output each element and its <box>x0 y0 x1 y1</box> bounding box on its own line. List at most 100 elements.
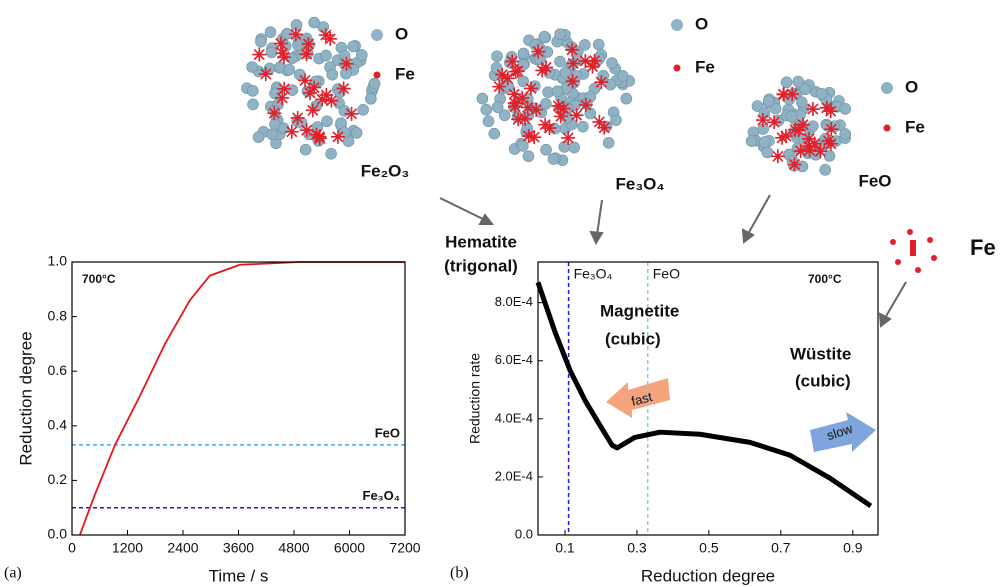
oxygen-atom <box>551 85 564 98</box>
annotation: (cubic) <box>795 371 851 390</box>
iron-bond <box>315 92 330 107</box>
reference-label: FeO <box>653 266 680 282</box>
panel-label: (a) <box>4 565 22 582</box>
oxygen-atom <box>540 97 552 110</box>
iron-bond <box>507 87 522 102</box>
oxygen-atom <box>616 70 629 82</box>
arrow-head <box>478 213 495 225</box>
panel-label: (b) <box>450 565 469 582</box>
oxygen-atom <box>610 114 622 126</box>
oxygen-atom <box>368 77 381 90</box>
oxygen-atom <box>751 100 764 112</box>
iron-atom <box>931 255 937 261</box>
iron-bond <box>551 98 566 113</box>
iron-bond <box>776 87 791 102</box>
plot-frame <box>71 261 406 536</box>
oxygen-atom <box>355 49 368 61</box>
oxygen-atom <box>538 30 551 43</box>
iron-bond <box>796 117 811 132</box>
y-axis-title: Reduction degree <box>16 331 35 465</box>
x-axis-title: Time / s <box>209 566 269 585</box>
iron-bond <box>821 133 836 148</box>
data-line <box>79 261 405 536</box>
iron-bond <box>561 130 576 145</box>
oxygen-atom <box>326 68 339 81</box>
formula: Fe₂O₃ <box>361 161 409 180</box>
product-label: Fe <box>970 235 996 260</box>
iron-bond <box>531 44 546 59</box>
arrow <box>747 194 771 235</box>
oxygen-atom <box>246 85 259 97</box>
x-tick-label: 0.7 <box>771 540 791 556</box>
iron-bond <box>288 27 303 42</box>
plot-frame <box>537 261 879 536</box>
iron-bond <box>339 56 354 71</box>
arrow <box>884 281 907 319</box>
phase-label: (trigonal) <box>444 256 518 275</box>
oxygen-atom <box>476 92 489 105</box>
crystal <box>241 16 381 160</box>
chart: 0 1200 2400 3600 4800 6000 7200 0.0 0.2 0.4 0.6 0.8… <box>4 253 421 586</box>
oxygen-atom <box>321 115 333 128</box>
chart: 0.1 0.3 0.5 0.7 0.9 0.0 2.0E-4 4.0E-4 6.0E-4 8.0E… <box>450 261 879 585</box>
legend-label: O <box>395 24 408 43</box>
oxygen-atom <box>517 47 530 60</box>
iron-bond <box>520 100 535 115</box>
oxygen-atom <box>577 120 589 133</box>
iron-bond <box>805 102 820 117</box>
iron-bond <box>523 81 538 96</box>
formula: FeO <box>858 171 891 190</box>
oxygen-atom <box>620 92 633 105</box>
x-tick-label: 0.9 <box>843 540 863 556</box>
x-tick-label: 2400 <box>167 540 198 556</box>
iron-bond <box>307 80 322 95</box>
oxygen-atom <box>252 131 265 143</box>
y-tick-label: 0.4 <box>48 417 68 433</box>
oxygen-atom <box>357 104 369 116</box>
iron-bond <box>298 73 313 88</box>
oxygen-atom <box>769 102 782 115</box>
arrow <box>439 197 486 221</box>
oxygen-atom <box>559 66 572 79</box>
arrows <box>439 194 907 328</box>
iron-bond <box>507 96 522 111</box>
annotation: 700°C <box>808 272 842 286</box>
oxygen-atom <box>320 49 332 62</box>
oxygen-atom <box>516 140 529 152</box>
oxygen-atom <box>246 61 258 73</box>
x-tick-label: 7200 <box>389 540 420 556</box>
x-tick-label: 0 <box>68 540 76 556</box>
oxygen-atom <box>292 39 304 51</box>
oxygen-atom <box>745 135 758 147</box>
arrow-head <box>878 312 892 328</box>
iron-bond <box>785 87 800 102</box>
y-tick-label: 2.0E-4 <box>495 468 533 483</box>
oxygen-atom <box>554 28 566 40</box>
iron-bond <box>778 129 793 144</box>
iron-bond <box>565 74 580 89</box>
oxygen-atom <box>780 76 793 89</box>
iron-bond <box>587 53 602 68</box>
iron-atom <box>890 239 896 245</box>
iron-bond <box>521 129 536 144</box>
legend-label: Fe <box>905 117 925 136</box>
iron-bond <box>569 108 584 123</box>
iron-bond <box>267 106 282 121</box>
iron-bond <box>755 113 770 128</box>
iron-bond <box>775 130 790 145</box>
iron-bond <box>813 144 828 159</box>
oxygen-atom <box>799 83 811 96</box>
iron-bond <box>566 56 581 71</box>
iron-bond <box>527 130 542 145</box>
iron-bond <box>556 101 571 116</box>
y-tick-label: 4.0E-4 <box>495 410 533 425</box>
y-tick-label: 8.0E-4 <box>495 294 533 309</box>
iron-bond <box>802 131 817 146</box>
oxygen-atom <box>347 40 360 53</box>
iron-bond <box>492 79 507 94</box>
iron-bond <box>284 124 299 139</box>
iron-bond <box>801 139 816 154</box>
x-tick-label: 0.3 <box>627 540 647 556</box>
legend-iron <box>373 71 381 79</box>
y-tick-label: 0.2 <box>48 471 68 487</box>
